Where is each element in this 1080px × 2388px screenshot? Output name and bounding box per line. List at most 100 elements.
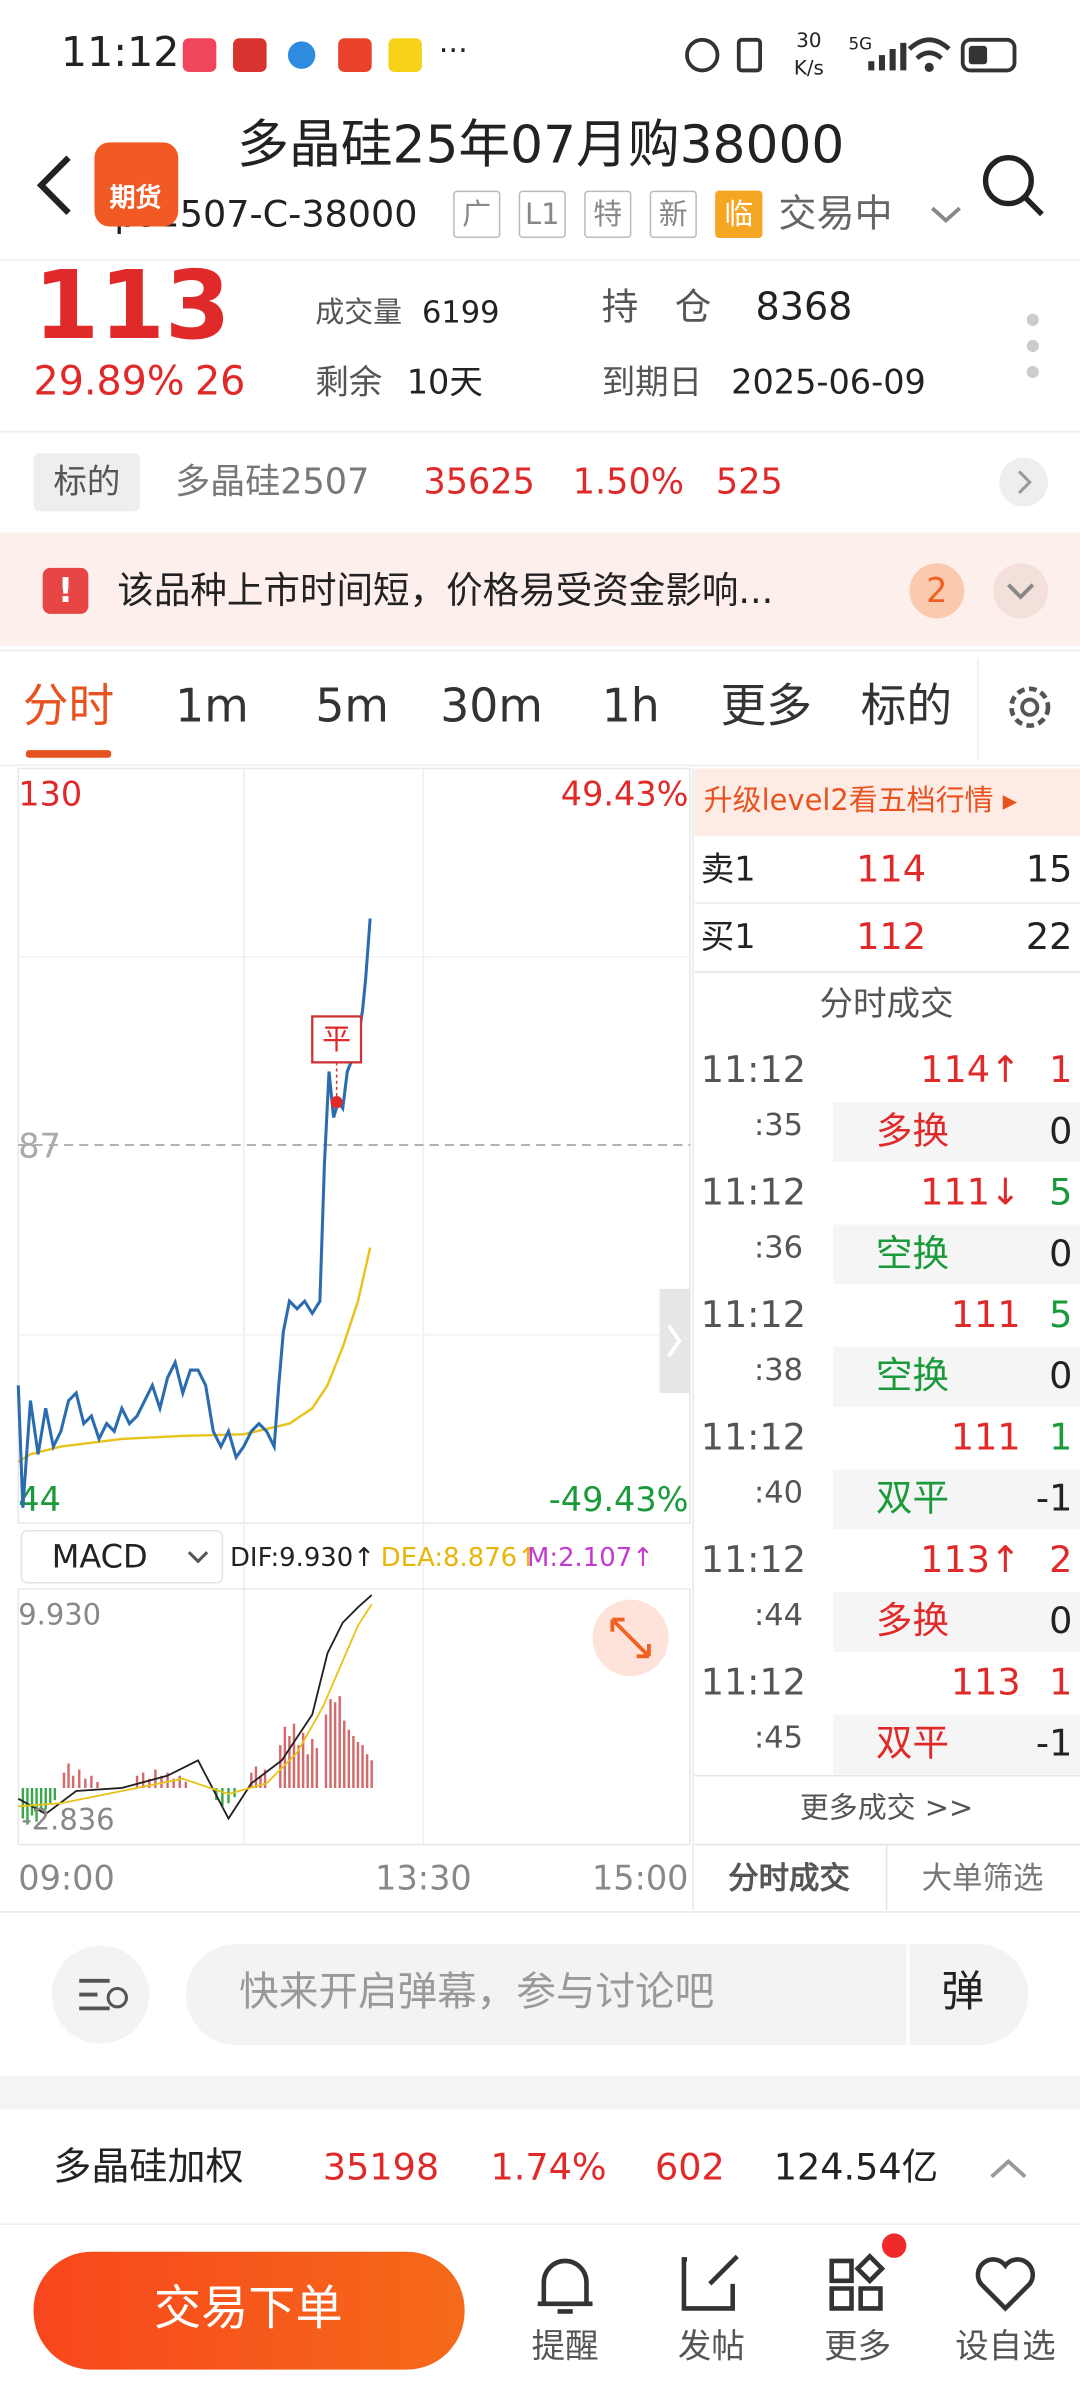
nav-item[interactable]: 提醒 (532, 2327, 599, 2366)
trade-oi-change: 0 (1049, 1599, 1072, 1642)
tab-large-orders[interactable]: 大单筛选 (922, 1861, 1044, 1896)
tab-trades[interactable]: 分时成交 (728, 1860, 850, 1896)
trade-second: :40 (754, 1475, 803, 1510)
trade-second: :35 (754, 1108, 803, 1143)
app-icon (338, 38, 372, 72)
trade-volume: 2 (1049, 1538, 1072, 1581)
underlying-pct: 1.50% (573, 462, 684, 503)
badge-dot (881, 2233, 907, 2258)
trade-second: :44 (754, 1598, 803, 1633)
trade-price: 114↑ (920, 1048, 1020, 1091)
chevron (187, 1551, 209, 1564)
tag: L1 (525, 197, 560, 231)
settings-center (1020, 697, 1040, 717)
indicator-name: MACD (52, 1537, 148, 1575)
expiry: 2025-06-09 (731, 363, 926, 402)
back-button[interactable] (36, 155, 71, 215)
trade-oi-change: -1 (1036, 1477, 1072, 1520)
book-price: 112 (856, 915, 926, 958)
menu-dots[interactable] (1026, 313, 1039, 379)
index-change: 602 (655, 2146, 725, 2189)
chart-tab[interactable]: 标的 (861, 678, 952, 732)
settings-button[interactable] (1009, 686, 1051, 728)
time-label: 15:00 (592, 1858, 689, 1897)
indicator-select[interactable] (20, 1530, 224, 1584)
macd-high: 9.930 (18, 1597, 101, 1631)
macd-positive-bars (62, 1696, 373, 1788)
tag-box (715, 190, 763, 239)
page-title: 多晶硅25年07月购38000 (237, 115, 844, 175)
trade-button-text: 交易下单 (154, 2281, 343, 2336)
macd-low: -2.836 (21, 1803, 114, 1837)
chart-tab[interactable]: 5m (315, 678, 389, 732)
chart-tab[interactable]: 30m (440, 678, 543, 732)
dif-line (17, 1594, 373, 1821)
dea-value: DEA:8.876↑ (381, 1543, 539, 1573)
tag: 特 (593, 197, 622, 231)
logo (94, 142, 179, 227)
open-interest: 8368 (756, 286, 853, 330)
comment-input[interactable] (185, 1944, 1029, 2046)
chart-tab[interactable]: 1m (175, 678, 249, 732)
tag-box (453, 190, 501, 239)
tab-bar: 分时 1m 5m 30m 1h 更多 标的 (23, 678, 952, 732)
nav-item[interactable]: 更多 (824, 2327, 891, 2366)
trade-price: 111 (951, 1415, 1021, 1458)
network-type: 5G (848, 33, 872, 53)
trade-type-bg (833, 1714, 1080, 1775)
battery (960, 37, 1017, 73)
trade-type: 双平 (876, 1477, 949, 1520)
trade-status[interactable]: 交易中 (778, 192, 892, 236)
logo-text: 期货 (110, 182, 162, 213)
nav-item[interactable]: 设自选 (955, 2327, 1056, 2366)
trade-oi-change: -1 (1036, 1722, 1072, 1765)
panel-toggle[interactable] (659, 1288, 691, 1393)
chevron (1017, 470, 1032, 494)
trade-second: :45 (754, 1720, 803, 1755)
watchlist-icon (975, 2257, 1036, 2312)
dea-line (18, 1603, 373, 1808)
trade-price: 111↓ (920, 1170, 1020, 1213)
avg-price-line (17, 1247, 372, 1463)
app-icon (233, 38, 267, 72)
search-handle (1023, 195, 1044, 217)
status-chevron[interactable] (930, 206, 961, 223)
chart-tab[interactable]: 1h (602, 678, 660, 732)
app-icon (287, 41, 316, 69)
tag-box (584, 190, 632, 239)
expand-chevron[interactable] (990, 2158, 1027, 2179)
last-price: 113 (34, 251, 231, 361)
time-label: 13:30 (375, 1858, 472, 1897)
filter-icon-gear (106, 1986, 128, 2009)
time-label: 09:00 (18, 1858, 115, 1897)
price-high: 130 (18, 774, 82, 813)
filter-button[interactable] (51, 1945, 150, 2044)
chart-tab[interactable]: 分时 (23, 678, 114, 732)
search-button[interactable] (982, 154, 1034, 207)
trade-volume: 1 (1049, 1048, 1072, 1091)
trade-type: 多换 (876, 1109, 949, 1152)
trade-button[interactable] (33, 2251, 465, 2370)
danmaku-button[interactable]: 弹 (941, 1967, 984, 2017)
book-volume: 22 (1026, 915, 1072, 958)
price-mid: 87 (18, 1127, 61, 1166)
chart-tab[interactable]: 更多 (721, 678, 812, 732)
underlying-more[interactable] (999, 457, 1049, 507)
more-trades[interactable]: 更多成交 >> (800, 1790, 973, 1824)
m-value: M:2.107↑ (527, 1543, 654, 1573)
app-icon (182, 38, 217, 72)
notice-expand[interactable] (993, 563, 1049, 619)
wifi-icon (907, 37, 951, 60)
trade-volume: 5 (1049, 1170, 1072, 1213)
trade-type: 多换 (876, 1599, 949, 1642)
price-line (16, 918, 372, 1508)
notice-text[interactable]: 该品种上市时间短，价格易受资金影响... (117, 569, 773, 612)
upgrade-band[interactable] (694, 768, 1080, 836)
oi-label: 持 仓 (602, 286, 712, 329)
notice-icon-mark: ! (58, 571, 73, 610)
index-amount: 124.54亿 (774, 2146, 938, 2189)
change-pct: 29.89% (34, 359, 185, 405)
trade-time: 11:12 (701, 1660, 806, 1703)
nav-item[interactable]: 发帖 (678, 2327, 745, 2366)
